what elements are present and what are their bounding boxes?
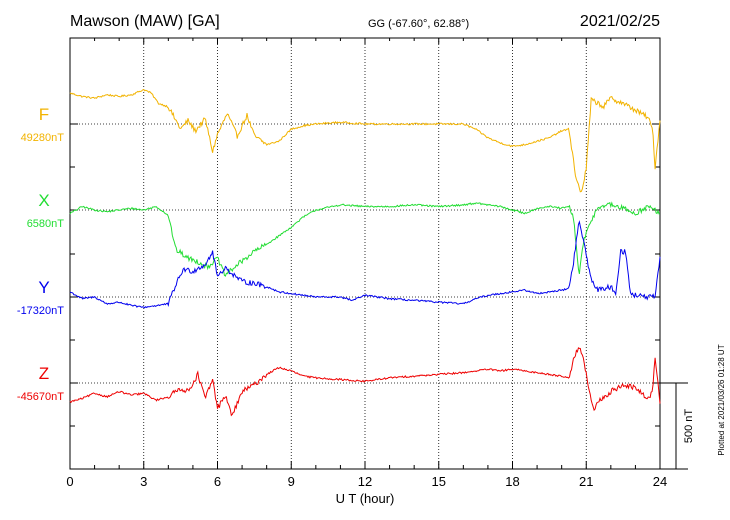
x-tick-labels: 0 3 6 9 12 15 18 21 24 bbox=[66, 474, 667, 489]
series-baseline-x: 6580nT bbox=[27, 218, 65, 230]
series-name-z: Z bbox=[39, 364, 49, 383]
x-tick-label: 3 bbox=[140, 474, 147, 489]
x-tick-label: 24 bbox=[653, 474, 667, 489]
tick-marks bbox=[69, 38, 661, 469]
series-baseline-y: -17320nT bbox=[17, 305, 64, 317]
series-labels: F 49280nT X 6580nT Y -17320nT Z -45670nT bbox=[17, 105, 64, 403]
series-name-y: Y bbox=[38, 278, 49, 297]
scale-label: 500 nT bbox=[683, 409, 695, 444]
plotted-timestamp: Plotted at 2021/03/26 01:28 UT bbox=[717, 344, 726, 455]
x-tick-label: 9 bbox=[288, 474, 295, 489]
scale-bar: 500 nT bbox=[660, 382, 695, 470]
x-axis-label: U T (hour) bbox=[336, 491, 395, 506]
x-tick-label: 0 bbox=[66, 474, 73, 489]
x-tick-label: 15 bbox=[432, 474, 446, 489]
station-coords: GG (-67.60°, 62.88°) bbox=[368, 18, 469, 30]
series-line-x bbox=[69, 201, 661, 277]
x-tick-label: 21 bbox=[579, 474, 593, 489]
x-tick-label: 12 bbox=[358, 474, 372, 489]
series-name-f: F bbox=[39, 105, 49, 124]
series-baseline-z: -45670nT bbox=[17, 391, 64, 403]
series-line-y bbox=[69, 220, 661, 309]
series-baseline-f: 49280nT bbox=[21, 132, 65, 144]
series-name-x: X bbox=[38, 191, 49, 210]
chart-date: 2021/02/25 bbox=[580, 13, 660, 30]
series-group bbox=[69, 89, 661, 417]
x-tick-label: 18 bbox=[505, 474, 519, 489]
series-line-f bbox=[69, 89, 661, 193]
grid-lines bbox=[70, 38, 660, 469]
x-tick-label: 6 bbox=[214, 474, 221, 489]
station-title: Mawson (MAW) [GA] bbox=[70, 13, 220, 30]
series-line-z bbox=[69, 347, 661, 417]
